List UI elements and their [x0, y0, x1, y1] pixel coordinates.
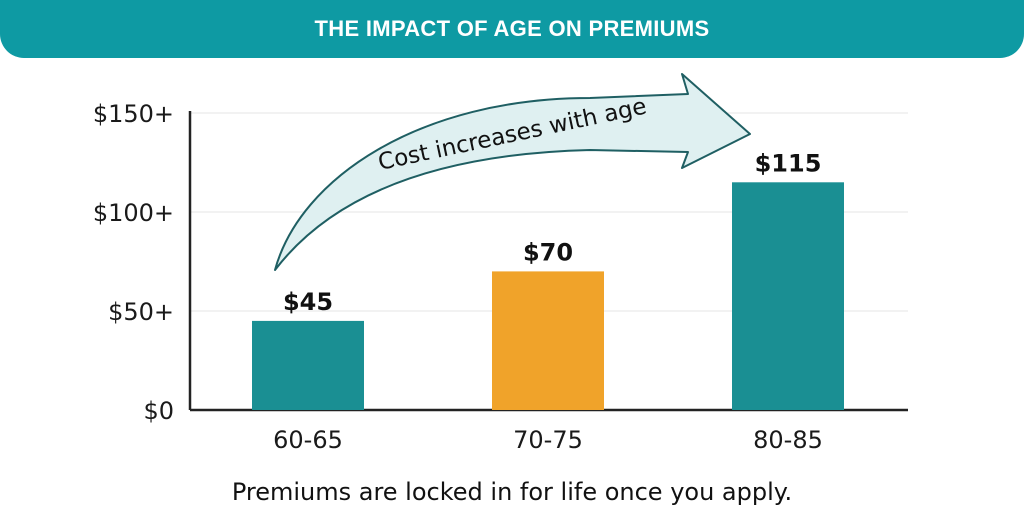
bar-layer: [252, 182, 844, 410]
data-label: $45: [283, 288, 333, 316]
y-tick-label: $50+: [108, 298, 174, 326]
y-tick-label: $0: [143, 397, 174, 425]
y-tick-label: $100+: [93, 199, 174, 227]
data-label: $115: [755, 149, 822, 177]
x-tick-label: 80-85: [753, 426, 823, 454]
bar-70-75: [492, 271, 604, 410]
x-tick-label: 70-75: [513, 426, 583, 454]
x-tick-label: 60-65: [273, 426, 343, 454]
y-tick-label: $150+: [93, 100, 174, 128]
page-title: THE IMPACT OF AGE ON PREMIUMS: [314, 16, 710, 41]
footer-note: Premiums are locked in for life once you…: [231, 478, 793, 506]
bar-60-65: [252, 320, 364, 410]
bar-80-85: [732, 182, 844, 410]
trend-arrow: Cost increases with age: [274, 73, 751, 271]
data-label: $70: [523, 238, 573, 266]
title-banner: THE IMPACT OF AGE ON PREMIUMS: [0, 0, 1024, 58]
bar-chart: $0 $50+ $100+ $150+ Cost increases with age…: [93, 73, 908, 454]
chart-area: $0 $50+ $100+ $150+ Cost increases with age…: [0, 58, 1024, 528]
label-layer: $45 60-65 $70 70-75 $115 80-85: [273, 149, 823, 454]
curved-arrow-shape: [274, 73, 751, 271]
